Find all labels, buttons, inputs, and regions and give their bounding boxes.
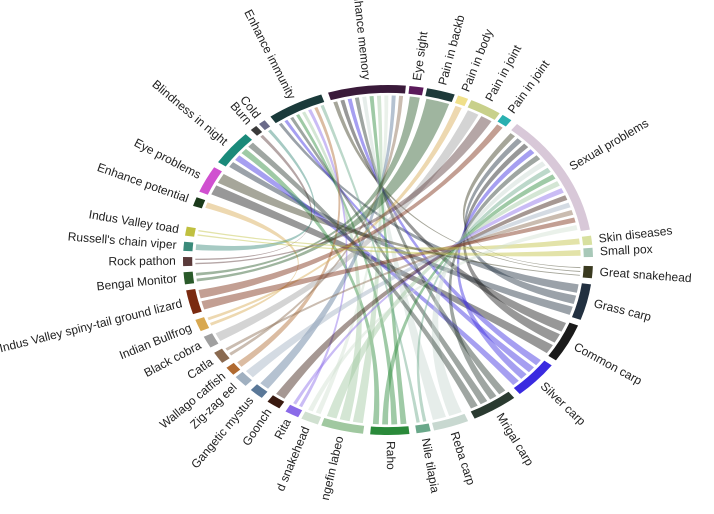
node-arc — [183, 241, 194, 252]
node-label: Enhance immunity — [241, 7, 298, 101]
node-arc — [470, 391, 515, 419]
node-arc — [270, 94, 325, 124]
node-label: Bengal Monitor — [96, 271, 178, 293]
node-arc — [425, 88, 455, 102]
chord — [195, 116, 492, 265]
chord — [333, 101, 581, 272]
chord — [196, 98, 450, 282]
node-label: Blindness in night — [149, 77, 231, 149]
node-label: Common carp — [572, 340, 645, 388]
node-arc — [203, 333, 219, 348]
node-arc — [408, 85, 424, 96]
chord — [197, 234, 581, 257]
node-arc — [581, 235, 593, 246]
node-arc — [183, 256, 193, 267]
node-arc — [186, 289, 202, 315]
node-label: Eye sight — [410, 30, 431, 81]
chord — [211, 185, 553, 354]
node-arc — [571, 283, 592, 320]
node-arc — [199, 167, 222, 195]
node-arc — [258, 120, 271, 131]
chord — [235, 155, 519, 386]
node-arc — [582, 265, 593, 279]
chord — [369, 95, 407, 425]
node-arc — [432, 413, 469, 431]
node-arc — [583, 247, 593, 258]
node-arc — [511, 123, 590, 231]
node-arc — [195, 317, 210, 332]
node-arc — [184, 226, 196, 237]
node-arc — [285, 404, 303, 418]
node-arc — [370, 426, 410, 435]
node-arc — [250, 384, 268, 398]
chord — [229, 162, 573, 315]
node-arc — [235, 371, 253, 386]
node-arc — [467, 100, 500, 120]
node-arc — [267, 395, 285, 409]
node-arc — [497, 114, 512, 127]
node-label: Grass carp — [592, 296, 653, 324]
chord — [431, 161, 546, 416]
node-arc — [250, 125, 263, 136]
node-arc — [183, 271, 195, 285]
node-arc — [415, 423, 431, 434]
node-arc — [193, 197, 206, 209]
node-label: Small pox — [600, 242, 653, 258]
node-arc — [454, 95, 469, 107]
chord — [302, 111, 362, 422]
node-label: Sexual problems — [567, 116, 651, 173]
node-label: Nile tilapia — [419, 437, 442, 494]
chord — [201, 217, 576, 310]
node-arc — [214, 348, 230, 363]
node-label: Reba carp — [448, 430, 479, 487]
node-arc — [301, 411, 322, 425]
chord — [462, 143, 560, 343]
node-arc — [218, 134, 253, 167]
node-label: ngefin labeo — [318, 434, 346, 501]
node-label: Mrigal carp — [494, 410, 537, 468]
node-arc — [513, 360, 552, 395]
node-label: Rock pathon — [108, 254, 176, 269]
chord — [290, 116, 488, 405]
node-arc — [548, 322, 579, 361]
node-label: Great snakehead — [599, 265, 692, 285]
node-arc — [328, 84, 406, 101]
chord — [416, 167, 551, 422]
node-arc — [321, 418, 365, 434]
chord — [382, 174, 556, 425]
node-label: Rita — [271, 416, 294, 442]
chords — [195, 95, 581, 425]
node-arc — [226, 362, 241, 375]
chord — [205, 202, 299, 326]
node-label: Enhance memory — [350, 0, 374, 81]
chord — [456, 149, 535, 379]
chord — [352, 95, 383, 424]
node-label: Silver carp — [538, 379, 589, 428]
chord — [362, 96, 446, 420]
node-label: Raho — [384, 441, 398, 470]
